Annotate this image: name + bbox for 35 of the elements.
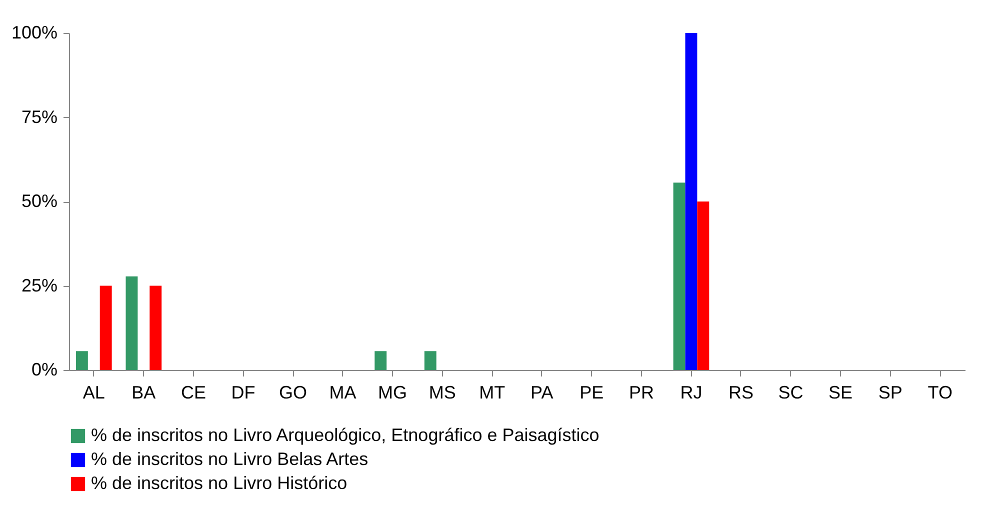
x-tick-label: RJ bbox=[680, 382, 702, 402]
x-tick-label: SC bbox=[778, 382, 804, 402]
legend-label: % de inscritos no Livro Arqueológico, Etnográfico e Paisagístico bbox=[91, 425, 600, 445]
x-tick-label: SP bbox=[878, 382, 902, 402]
bar bbox=[424, 351, 436, 370]
x-tick-label: MS bbox=[428, 382, 456, 402]
legend-label: % de inscritos no Livro Belas Artes bbox=[91, 449, 368, 469]
bar bbox=[374, 351, 387, 370]
y-tick-label: 0% bbox=[31, 360, 58, 380]
bar bbox=[76, 351, 88, 370]
bar bbox=[673, 182, 686, 370]
x-tick-label: DF bbox=[231, 382, 256, 402]
y-tick-label: 75% bbox=[21, 106, 58, 127]
x-tick-label: BA bbox=[132, 382, 156, 402]
bar bbox=[150, 286, 162, 370]
bar bbox=[685, 33, 698, 370]
bar bbox=[100, 286, 112, 370]
y-tick-label: 50% bbox=[21, 191, 58, 211]
legend-label: % de inscritos no Livro Histórico bbox=[91, 473, 348, 493]
x-tick-label: MT bbox=[479, 382, 506, 402]
bar bbox=[126, 276, 138, 370]
bar bbox=[697, 202, 710, 370]
x-tick-label: TO bbox=[928, 382, 952, 402]
x-tick-label: RS bbox=[728, 382, 754, 402]
x-tick-label: PA bbox=[530, 382, 554, 402]
x-tick-label: GO bbox=[278, 382, 308, 402]
x-tick-label: PE bbox=[580, 382, 604, 402]
x-tick-label: AL bbox=[82, 382, 105, 402]
x-tick-label: CE bbox=[180, 382, 206, 402]
x-tick-label: PR bbox=[628, 382, 654, 402]
x-tick-label: MA bbox=[329, 382, 356, 402]
y-tick-label: 100% bbox=[11, 22, 58, 42]
x-tick-label: SE bbox=[828, 382, 853, 402]
y-tick-label: 25% bbox=[21, 275, 58, 296]
x-tick-label: MG bbox=[378, 382, 408, 402]
